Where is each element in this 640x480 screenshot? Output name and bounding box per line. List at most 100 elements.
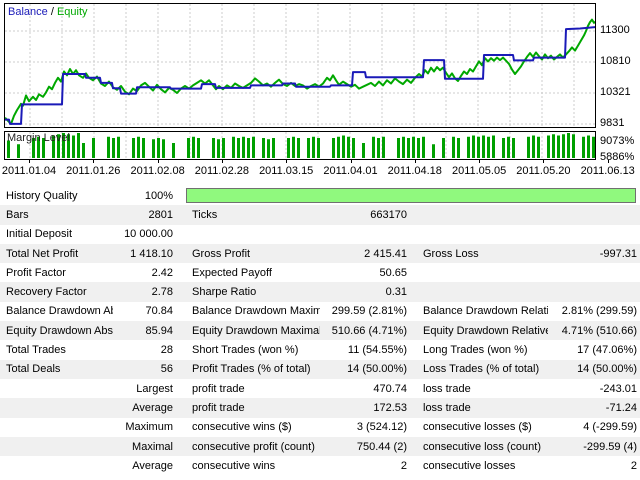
table-cell: Recovery Factor: [6, 286, 87, 299]
table-cell: Sharpe Ratio: [192, 286, 257, 299]
stats-table: History Quality 100% Bars 2801 Ticks 663170 In…: [0, 186, 640, 475]
table-cell: Equity Drawdown Relative: [423, 324, 548, 337]
table-cell: -997.31: [599, 247, 637, 260]
table-cell: 28: [160, 344, 173, 357]
date-axis-tick: [157, 160, 159, 163]
table-cell: Profit Factor: [6, 266, 66, 279]
table-cell: 510.66 (4.71%): [331, 324, 407, 337]
date-axis-tick: [93, 160, 95, 163]
table-cell: Bars: [6, 208, 29, 221]
table-cell: 2: [400, 459, 407, 472]
table-cell: 50.65: [379, 266, 407, 279]
table-cell: Gross Loss: [423, 247, 479, 260]
table-cell: Long Trades (won %): [423, 344, 528, 357]
table-cell: -299.59 (4): [583, 440, 637, 453]
table-cell: 3 (524.12): [356, 421, 407, 434]
table-cell: 299.59 (2.81%): [331, 305, 407, 318]
date-axis-tick: [414, 160, 416, 163]
table-row: Average consecutive wins 2 consecutive loss…: [0, 456, 640, 475]
margin-axis-label: 9073%: [600, 135, 635, 147]
table-cell: 172.53: [373, 401, 407, 414]
date-axis-tick: [479, 160, 481, 163]
date-axis-tick: [286, 160, 288, 163]
chart-legend: Balance / Equity: [8, 6, 88, 18]
date-axis-label: 2011.02.28: [194, 165, 250, 177]
date-axis-tick: [221, 160, 223, 163]
table-cell: Ticks: [192, 208, 218, 221]
table-row: Bars 2801 Ticks 663170: [0, 205, 640, 225]
date-axis-label: 2011.04.18: [387, 165, 442, 177]
table-cell: 470.74: [373, 382, 407, 395]
date-axis-label: 2011.01.26: [66, 165, 121, 177]
table-cell: 56: [160, 363, 173, 376]
table-cell: 4.71% (510.66): [561, 324, 637, 337]
table-cell: profit trade: [192, 401, 245, 414]
table-cell: 2: [630, 459, 637, 472]
table-cell: 14 (50.00%): [347, 363, 407, 376]
history-quality-progress-bar: [186, 188, 636, 204]
table-cell: 2.78: [151, 286, 173, 299]
table-cell: 1 418.10: [130, 247, 173, 260]
margin-level-chart[interactable]: [4, 131, 596, 160]
table-row: Equity Drawdown Absolut 85.94 Equity Drawd…: [0, 321, 640, 341]
table-cell: 750.44 (2): [356, 440, 407, 453]
table-cell: consecutive loss (count): [423, 440, 541, 453]
date-axis-label: 2011.03.15: [259, 165, 314, 177]
table-cell: Maximal: [132, 440, 173, 453]
table-cell: 14 (50.00%): [577, 363, 637, 376]
margin-level-chart-canvas: [7, 132, 595, 159]
table-cell: consecutive losses: [423, 459, 516, 472]
table-cell: 17 (47.06%): [577, 344, 637, 357]
date-axis-label: 2011.05.05: [451, 165, 507, 177]
table-cell: Equity Drawdown Absolut: [6, 324, 113, 337]
date-axis-tick: [29, 160, 30, 163]
table-row: Total Deals 56 Profit Trades (% of total) 1…: [0, 359, 640, 379]
table-cell: Balance Drawdown Maximal: [192, 305, 320, 318]
table-cell: profit trade: [192, 382, 245, 395]
table-row: Largest profit trade 470.74 loss trade -243.…: [0, 379, 640, 398]
table-cell: 2 415.41: [364, 247, 407, 260]
table-cell: loss trade: [423, 382, 471, 395]
table-cell: 0.31: [385, 286, 407, 299]
table-row: Maximal consecutive profit (count) 750.44 …: [0, 436, 640, 457]
table-cell: 100%: [144, 189, 173, 202]
table-cell: Total Trades: [6, 344, 66, 357]
table-cell: Equity Drawdown Maximal: [192, 324, 320, 337]
y-axis-label: 11300: [600, 24, 630, 36]
table-cell: Balance Drawdown Relative: [423, 305, 548, 318]
y-axis-label: 9831: [600, 117, 625, 129]
table-row: Total Trades 28 Short Trades (won %) 11 (54…: [0, 340, 640, 359]
balance-equity-chart-canvas: [5, 4, 595, 127]
table-cell: loss trade: [423, 401, 471, 414]
table-row: Initial Deposit 10 000.00: [0, 225, 640, 244]
table-cell: 2.42: [151, 266, 173, 279]
y-axis-label: 10321: [600, 86, 631, 98]
table-row: Balance Drawdown Absolu 70.84 Balance Draw…: [0, 302, 640, 321]
table-cell: 70.84: [145, 305, 173, 318]
table-cell: Expected Payoff: [192, 266, 272, 279]
table-cell: Balance Drawdown Absolu: [6, 305, 113, 318]
table-cell: Maximum: [125, 421, 173, 434]
table-cell: 2.81% (299.59): [561, 305, 637, 318]
table-cell: Total Deals: [6, 363, 61, 376]
table-row: Maximum consecutive wins ($) 3 (524.12) con…: [0, 418, 640, 437]
table-row: Recovery Factor 2.78 Sharpe Ratio 0.31: [0, 282, 640, 302]
table-cell: consecutive losses ($): [423, 421, 532, 434]
balance-equity-chart[interactable]: [4, 3, 596, 128]
table-cell: 85.94: [145, 324, 173, 337]
table-cell: Loss Trades (% of total): [423, 363, 540, 376]
date-axis-label: 2011.02.08: [130, 165, 185, 177]
table-cell: 4 (-299.59): [583, 421, 637, 434]
margin-axis-label: 5886%: [600, 151, 635, 163]
date-axis-tick: [543, 160, 545, 163]
table-cell: consecutive profit (count): [192, 440, 315, 453]
date-axis-label: 2011.01.04: [1, 165, 57, 177]
date-axis-label: 2011.04.01: [323, 165, 378, 177]
table-cell: 11 (54.55%): [347, 344, 407, 357]
table-row: Profit Factor 2.42 Expected Payoff 50.65: [0, 263, 640, 282]
table-cell: consecutive wins: [192, 459, 276, 472]
table-cell: Gross Profit: [192, 247, 251, 260]
date-axis-tick: [607, 160, 609, 163]
table-cell: Average: [132, 459, 173, 472]
date-axis-label: 2011.06.13: [580, 165, 635, 177]
